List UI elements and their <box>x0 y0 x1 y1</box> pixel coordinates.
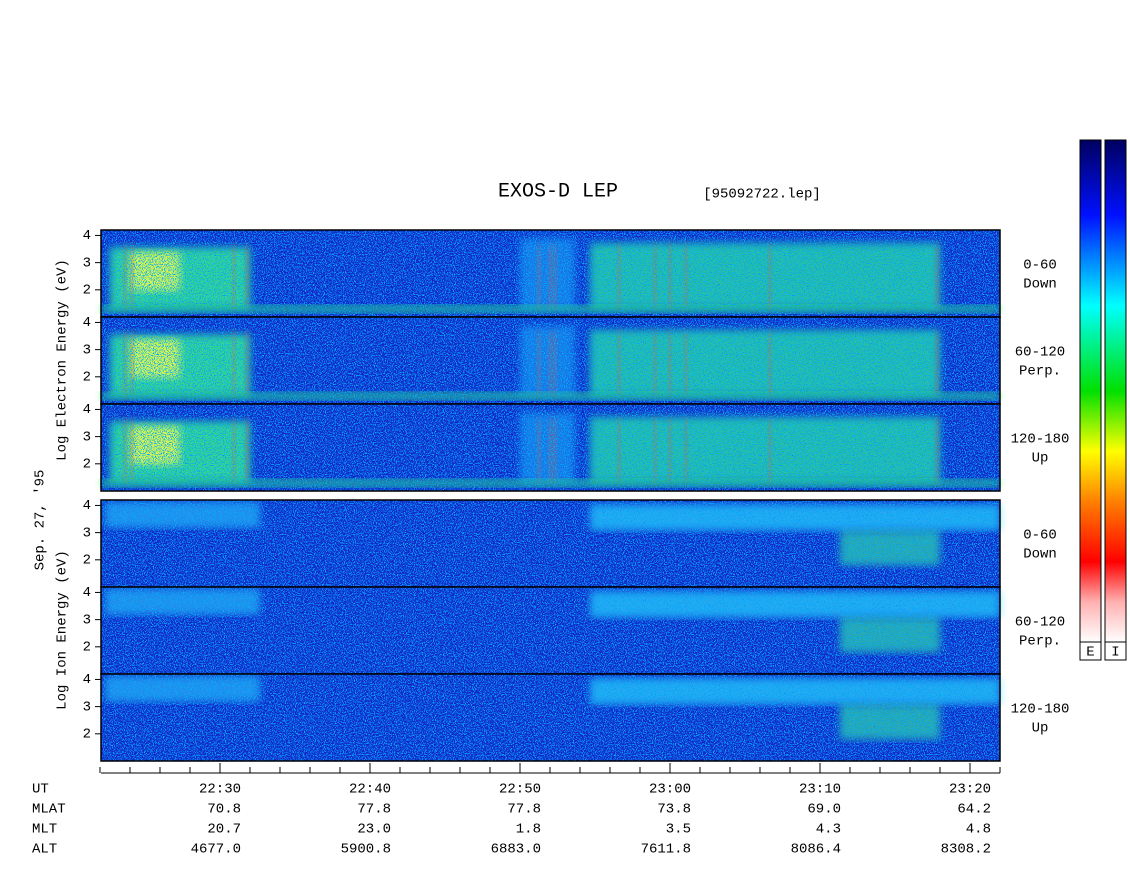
panel-frame <box>100 673 1001 762</box>
y-tick-label: 4 <box>83 498 91 514</box>
panel-angle: 120-180 <box>1011 702 1070 718</box>
spectrogram-noise <box>101 674 1000 761</box>
spectrogram-noise <box>101 404 1000 491</box>
colorbar <box>1104 139 1127 643</box>
colorbar-label: I <box>1111 645 1119 661</box>
ephemeris-value: 64.2 <box>957 802 991 818</box>
spectrogram-noise <box>101 587 1000 674</box>
ephemeris-value: 20.7 <box>207 822 241 838</box>
ephemeris-name: MLT <box>32 822 57 838</box>
ephemeris-name: ALT <box>32 842 57 858</box>
y-tick-label: 3 <box>83 342 91 358</box>
ephemeris-value: 77.8 <box>357 802 391 818</box>
ephemeris-value: 8086.4 <box>791 842 841 858</box>
y-tick-label: 3 <box>83 699 91 715</box>
y-tick-label: 2 <box>83 283 91 299</box>
panel-direction: Perp. <box>1019 634 1061 650</box>
y-tick-label: 4 <box>83 228 91 244</box>
file-name: [95092722.lep] <box>703 187 821 203</box>
spectrogram-noise <box>101 317 1000 404</box>
ephemeris-value: 6883.0 <box>491 842 541 858</box>
panel-direction: Perp. <box>1019 364 1061 380</box>
y-tick-label: 4 <box>83 315 91 331</box>
ephemeris-value: 77.8 <box>507 802 541 818</box>
spectrogram <box>101 230 1000 317</box>
panel-direction: Down <box>1023 277 1057 293</box>
panel-angle: 120-180 <box>1011 432 1070 448</box>
panel-angle: 60-120 <box>1015 345 1065 361</box>
ephemeris-value: 4.3 <box>816 822 841 838</box>
date-label: Sep. 27, '95 <box>33 470 49 571</box>
spectrogram <box>101 404 1000 491</box>
y-tick-label: 3 <box>83 612 91 628</box>
colorbar-box <box>1079 641 1102 661</box>
panel-direction: Down <box>1023 547 1057 563</box>
ephemeris-value: 8308.2 <box>941 842 991 858</box>
y-axis-label: Log Electron Energy (eV) <box>55 259 71 461</box>
spectrogram <box>101 500 1000 587</box>
colorbar <box>1079 139 1102 643</box>
panel-angle: 60-120 <box>1015 615 1065 631</box>
ephemeris-value: 70.8 <box>207 802 241 818</box>
ephemeris-value: 22:40 <box>349 782 391 798</box>
ephemeris-value: 4.8 <box>966 822 991 838</box>
panel-direction: Up <box>1032 451 1049 467</box>
ephemeris-value: 1.8 <box>516 822 541 838</box>
y-tick-label: 4 <box>83 402 91 418</box>
panel-direction: Up <box>1032 721 1049 737</box>
ephemeris-name: UT <box>32 782 49 798</box>
ephemeris-value: 23:10 <box>799 782 841 798</box>
ephemeris-name: MLAT <box>32 802 66 818</box>
ephemeris-value: 5900.8 <box>341 842 391 858</box>
panel-angle: 0-60 <box>1023 528 1057 544</box>
panel-frame <box>100 403 1001 492</box>
ephemeris-value: 22:30 <box>199 782 241 798</box>
ephemeris-value: 22:50 <box>499 782 541 798</box>
y-tick-label: 2 <box>83 640 91 656</box>
y-tick-label: 3 <box>83 429 91 445</box>
colorbar-label: E <box>1086 645 1094 661</box>
y-tick-label: 2 <box>83 457 91 473</box>
spectrogram <box>101 674 1000 761</box>
y-tick-label: 4 <box>83 672 91 688</box>
spectrogram <box>101 587 1000 674</box>
ephemeris-value: 7611.8 <box>641 842 691 858</box>
y-tick-label: 2 <box>83 370 91 386</box>
ephemeris-value: 23.0 <box>357 822 391 838</box>
spectrogram <box>101 317 1000 404</box>
y-tick-label: 4 <box>83 585 91 601</box>
ephemeris-value: 73.8 <box>657 802 691 818</box>
y-tick-label: 2 <box>83 553 91 569</box>
spectrogram-noise <box>101 230 1000 317</box>
colorbar-box <box>1104 641 1127 661</box>
ephemeris-value: 4677.0 <box>191 842 241 858</box>
y-axis-label: Log Ion Energy (eV) <box>55 550 71 710</box>
ephemeris-value: 69.0 <box>807 802 841 818</box>
panel-angle: 0-60 <box>1023 258 1057 274</box>
y-tick-label: 2 <box>83 727 91 743</box>
y-tick-label: 3 <box>83 255 91 271</box>
ephemeris-value: 23:20 <box>949 782 991 798</box>
spectrogram-noise <box>101 500 1000 587</box>
y-tick-label: 3 <box>83 525 91 541</box>
ephemeris-value: 23:00 <box>649 782 691 798</box>
ephemeris-value: 3.5 <box>666 822 691 838</box>
title: EXOS-D LEP <box>498 180 618 203</box>
